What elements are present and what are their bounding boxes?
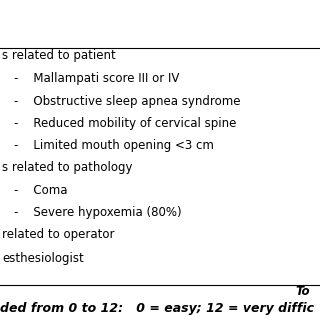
Text: related to operator: related to operator — [2, 228, 115, 241]
Text: s related to patient: s related to patient — [2, 49, 116, 62]
Text: -    Mallampati score III or IV: - Mallampati score III or IV — [14, 72, 180, 85]
Text: ded from 0 to 12:   0 = easy; 12 = very diffic: ded from 0 to 12: 0 = easy; 12 = very di… — [0, 302, 314, 315]
Text: -    Coma: - Coma — [14, 184, 68, 197]
Text: -    Severe hypoxemia (80%): - Severe hypoxemia (80%) — [14, 206, 182, 219]
Text: -    Limited mouth opening <3 cm: - Limited mouth opening <3 cm — [14, 139, 214, 152]
Text: esthesiologist: esthesiologist — [2, 252, 84, 265]
Text: s related to pathology: s related to pathology — [2, 161, 132, 174]
Text: To: To — [295, 285, 310, 298]
Text: -    Obstructive sleep apnea syndrome: - Obstructive sleep apnea syndrome — [14, 95, 241, 108]
Text: -    Reduced mobility of cervical spine: - Reduced mobility of cervical spine — [14, 117, 236, 130]
